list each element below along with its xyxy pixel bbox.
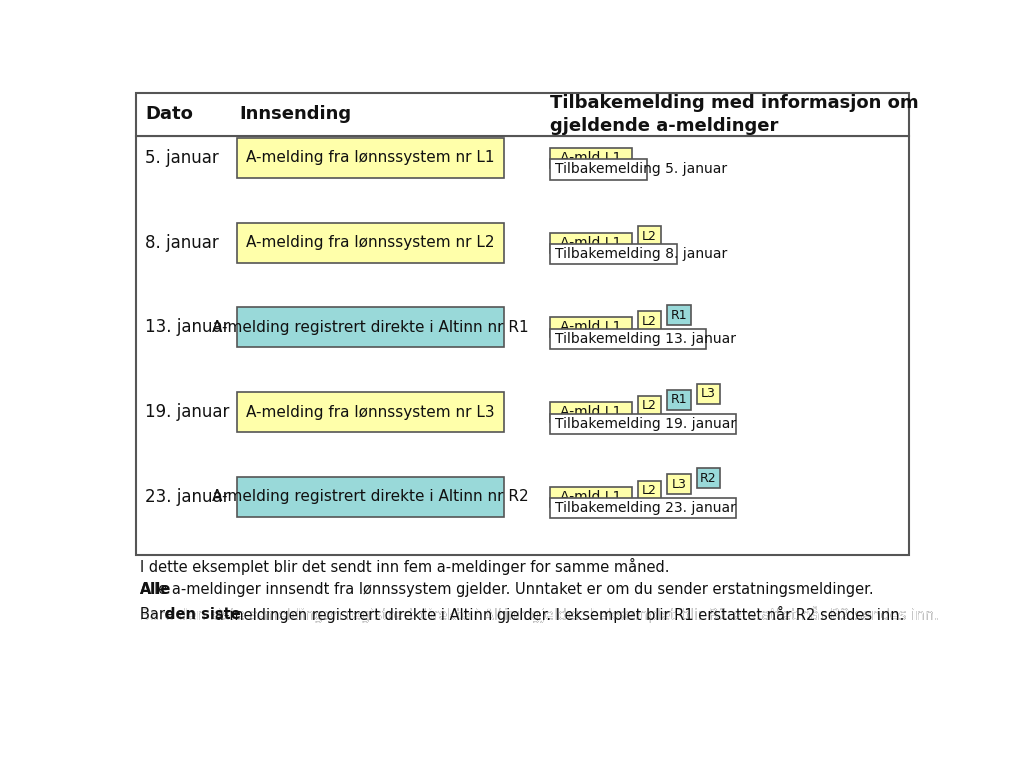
Text: A-melding fra lønnssystem nr L3: A-melding fra lønnssystem nr L3 xyxy=(246,405,495,419)
Text: A-mld L1: A-mld L1 xyxy=(560,321,622,334)
Text: Tilbakemelding med informasjon om
gjeldende a-meldinger: Tilbakemelding med informasjon om gjelde… xyxy=(550,94,919,135)
Bar xyxy=(550,148,632,168)
Text: den siste: den siste xyxy=(165,607,241,622)
Text: Tilbakemelding 19. januar: Tilbakemelding 19. januar xyxy=(555,417,736,431)
Bar xyxy=(638,227,662,246)
Text: Bare den siste a-meldingen registrert direkte i Altinn gjelder. I eksemplet blir: Bare den siste a-meldingen registrert di… xyxy=(139,606,939,623)
Text: Dato: Dato xyxy=(145,105,193,124)
Text: A-melding fra lønnssystem nr L1: A-melding fra lønnssystem nr L1 xyxy=(246,150,495,165)
Bar xyxy=(237,223,504,263)
Text: Tilbakemelding 8. januar: Tilbakemelding 8. januar xyxy=(555,247,727,262)
Bar xyxy=(550,318,632,337)
Bar xyxy=(237,477,504,517)
Text: Bare: Bare xyxy=(139,607,178,622)
Text: 5. januar: 5. januar xyxy=(145,149,219,167)
Text: a-meldingen registrert direkte i Altinn gjelder. I eksemplet blir R1 erstattet n: a-meldingen registrert direkte i Altinn … xyxy=(215,606,904,623)
Bar xyxy=(668,475,690,494)
Bar xyxy=(136,93,909,136)
Text: Innsending: Innsending xyxy=(240,105,351,124)
Text: 13. januar: 13. januar xyxy=(145,318,229,337)
Text: L2: L2 xyxy=(642,230,657,243)
Text: A-mld L1: A-mld L1 xyxy=(560,490,622,504)
Text: A-mld L1: A-mld L1 xyxy=(560,236,622,249)
Bar xyxy=(638,481,662,500)
Bar xyxy=(237,307,504,347)
Bar xyxy=(550,498,735,518)
Bar xyxy=(668,390,690,410)
Bar xyxy=(638,312,662,331)
Bar xyxy=(550,244,677,265)
Bar xyxy=(550,329,707,349)
Bar xyxy=(550,414,735,434)
Text: L2: L2 xyxy=(642,484,657,497)
Text: Tilbakemelding 23. januar: Tilbakemelding 23. januar xyxy=(555,501,736,515)
Text: I dette eksemplet blir det sendt inn fem a-meldinger for samme måned.: I dette eksemplet blir det sendt inn fem… xyxy=(139,559,669,575)
Bar xyxy=(237,392,504,432)
Bar xyxy=(550,233,632,252)
Text: 19. januar: 19. januar xyxy=(145,403,229,421)
Text: Alle: Alle xyxy=(139,582,171,597)
Text: Alle a-meldinger innsendt fra lønnssystem gjelder. Unntaket er om du sender erst: Alle a-meldinger innsendt fra lønnssyste… xyxy=(139,582,873,597)
Bar xyxy=(550,402,632,422)
Text: Tilbakemelding 13. januar: Tilbakemelding 13. januar xyxy=(555,332,736,346)
Bar xyxy=(136,136,909,556)
Bar xyxy=(550,159,647,180)
Text: L2: L2 xyxy=(642,399,657,412)
Text: A-melding registrert direkte i Altinn nr R1: A-melding registrert direkte i Altinn nr… xyxy=(212,320,528,335)
Text: R1: R1 xyxy=(671,309,687,321)
Text: A-mld L1: A-mld L1 xyxy=(560,405,622,419)
Text: 23. januar: 23. januar xyxy=(145,487,229,506)
Bar xyxy=(638,396,662,416)
Text: Tilbakemelding 5. januar: Tilbakemelding 5. januar xyxy=(555,162,727,177)
Text: Bare den siste a-meldingen registrert direkte i Altinn gjelder. I eksemplet blir: Bare den siste a-meldingen registrert di… xyxy=(139,606,939,623)
Bar xyxy=(697,384,720,403)
Text: L3: L3 xyxy=(701,387,716,400)
Bar xyxy=(550,487,632,507)
Text: L3: L3 xyxy=(672,478,686,491)
Bar xyxy=(697,468,720,488)
Text: A-melding fra lønnssystem nr L2: A-melding fra lønnssystem nr L2 xyxy=(246,235,495,250)
Text: A-melding registrert direkte i Altinn nr R2: A-melding registrert direkte i Altinn nr… xyxy=(212,489,528,504)
Text: A-mld L1: A-mld L1 xyxy=(560,151,622,165)
Text: R2: R2 xyxy=(700,471,717,485)
Text: L2: L2 xyxy=(642,315,657,327)
Text: 8. januar: 8. januar xyxy=(145,233,219,252)
Bar xyxy=(668,305,690,325)
Text: R1: R1 xyxy=(671,393,687,406)
Bar xyxy=(237,138,504,178)
